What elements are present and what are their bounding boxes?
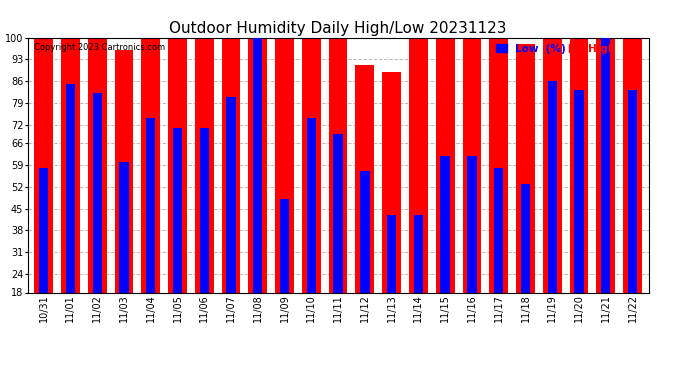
Bar [574, 90, 584, 292]
Bar [360, 171, 370, 292]
Bar [119, 162, 128, 292]
Bar [489, 9, 508, 292]
Bar [462, 22, 482, 293]
Bar [467, 156, 477, 292]
Bar [521, 184, 530, 292]
Bar [34, 0, 53, 292]
Bar [414, 215, 423, 292]
Bar [253, 25, 262, 293]
Bar [302, 0, 321, 292]
Bar [543, 9, 562, 292]
Bar [141, 0, 160, 292]
Bar [436, 0, 455, 292]
Bar [61, 0, 80, 292]
Bar [221, 0, 240, 292]
Bar [275, 13, 294, 292]
Bar [409, 0, 428, 292]
Bar [92, 93, 102, 292]
Bar [516, 44, 535, 292]
Bar [570, 0, 589, 292]
Bar [226, 97, 236, 292]
Bar [248, 0, 267, 292]
Bar [146, 118, 155, 292]
Bar [172, 128, 182, 292]
Bar [66, 84, 75, 292]
Bar [168, 0, 187, 292]
Bar [328, 0, 348, 292]
Bar [440, 156, 450, 292]
Bar [88, 0, 106, 292]
Text: Copyright 2023 Cartronics.com: Copyright 2023 Cartronics.com [34, 43, 165, 52]
Bar [333, 134, 343, 292]
Bar [199, 128, 209, 292]
Bar [195, 0, 214, 292]
Bar [39, 168, 48, 292]
Bar [596, 0, 615, 292]
Bar [387, 215, 396, 292]
Title: Outdoor Humidity Daily High/Low 20231123: Outdoor Humidity Daily High/Low 20231123 [169, 21, 507, 36]
Bar [382, 72, 401, 292]
Bar [355, 66, 374, 292]
Bar [623, 0, 642, 292]
Bar [280, 199, 289, 292]
Bar [306, 118, 316, 292]
Bar [628, 90, 638, 292]
Legend: Low  (%), High  (%): Low (%), High (%) [495, 43, 643, 55]
Bar [115, 50, 133, 292]
Bar [494, 168, 504, 292]
Bar [548, 81, 557, 292]
Bar [601, 19, 611, 292]
